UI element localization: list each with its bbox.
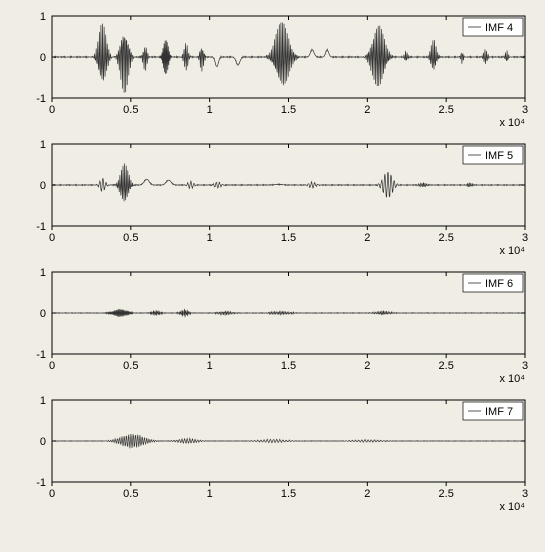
xtick-label: 1 <box>207 232 213 244</box>
ytick-label: 0 <box>40 436 46 448</box>
ytick-label: 0 <box>40 308 46 320</box>
xtick-label: 0.5 <box>123 104 138 116</box>
subplot-0: 00.511.522.53-101 x 10⁴ IMF 4 <box>10 10 535 130</box>
xtick-label: 1 <box>207 360 213 372</box>
xtick-label: 0 <box>49 488 55 500</box>
xtick-label: 3 <box>522 360 528 372</box>
xtick-label: 0 <box>49 232 55 244</box>
ytick-label: -1 <box>36 349 46 361</box>
legend-label: IMF 5 <box>485 150 513 162</box>
legend-label: IMF 4 <box>485 22 513 34</box>
xtick-label: 0.5 <box>123 232 138 244</box>
xtick-label: 0 <box>49 104 55 116</box>
chart-svg-2: 00.511.522.53-101 x 10⁴ IMF 6 <box>10 266 535 386</box>
xtick-label: 3 <box>522 232 528 244</box>
xtick-label: 3 <box>522 104 528 116</box>
ytick-label: 1 <box>40 11 46 23</box>
x-scale-label: x 10⁴ <box>499 245 525 257</box>
xtick-label: 2.5 <box>439 104 454 116</box>
xtick-label: 2.5 <box>439 232 454 244</box>
legend-label: IMF 6 <box>485 278 513 290</box>
chart-svg-1: 00.511.522.53-101 x 10⁴ IMF 5 <box>10 138 535 258</box>
ytick-label: 1 <box>40 395 46 407</box>
xtick-label: 1.5 <box>281 104 296 116</box>
ytick-label: -1 <box>36 221 46 233</box>
ytick-label: 0 <box>40 180 46 192</box>
subplot-2: 00.511.522.53-101 x 10⁴ IMF 6 <box>10 266 535 386</box>
xtick-label: 2 <box>364 360 370 372</box>
ytick-label: 0 <box>40 52 46 64</box>
xtick-label: 0 <box>49 360 55 372</box>
xtick-label: 1.5 <box>281 360 296 372</box>
xtick-label: 0.5 <box>123 360 138 372</box>
xtick-label: 1 <box>207 104 213 116</box>
ytick-label: 1 <box>40 267 46 279</box>
xtick-label: 2.5 <box>439 488 454 500</box>
xtick-label: 1.5 <box>281 232 296 244</box>
chart-svg-3: 00.511.522.53-101 x 10⁴ IMF 7 <box>10 394 535 514</box>
xtick-label: 2.5 <box>439 360 454 372</box>
ytick-label: -1 <box>36 93 46 105</box>
xtick-label: 1 <box>207 488 213 500</box>
subplot-1: 00.511.522.53-101 x 10⁴ IMF 5 <box>10 138 535 258</box>
chart-svg-0: 00.511.522.53-101 x 10⁴ IMF 4 <box>10 10 535 130</box>
xtick-label: 0.5 <box>123 488 138 500</box>
x-scale-label: x 10⁴ <box>499 373 525 385</box>
x-scale-label: x 10⁴ <box>499 117 525 129</box>
xtick-label: 2 <box>364 104 370 116</box>
xtick-label: 3 <box>522 488 528 500</box>
xtick-label: 2 <box>364 232 370 244</box>
xtick-label: 1.5 <box>281 488 296 500</box>
subplot-3: 00.511.522.53-101 x 10⁴ IMF 7 <box>10 394 535 514</box>
xtick-label: 2 <box>364 488 370 500</box>
ytick-label: -1 <box>36 477 46 489</box>
ytick-label: 1 <box>40 139 46 151</box>
x-scale-label: x 10⁴ <box>499 501 525 513</box>
figure-container: 00.511.522.53-101 x 10⁴ IMF 4 00.511.522… <box>10 10 535 514</box>
legend-label: IMF 7 <box>485 406 513 418</box>
